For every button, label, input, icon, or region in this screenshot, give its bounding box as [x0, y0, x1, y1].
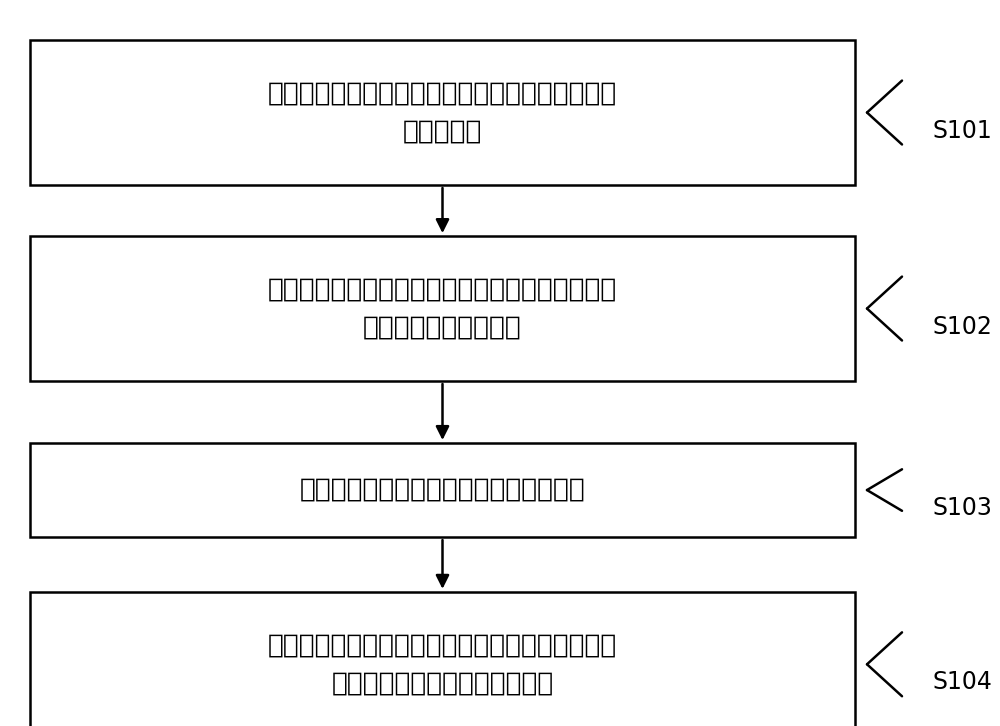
Text: 根据待同步的内容获取冲突文件状态集合: 根据待同步的内容获取冲突文件状态集合 — [300, 477, 585, 503]
Text: S104: S104 — [932, 670, 992, 695]
Text: 从获取的最新代码中确定需要同步的目标分支代码
的最新内容: 从获取的最新代码中确定需要同步的目标分支代码 的最新内容 — [268, 81, 617, 144]
Bar — [30, 40, 855, 185]
Text: 通过预先建立的解决方案模型解决冲突文件状态集
合中的冲突文件并进行自动同步: 通过预先建立的解决方案模型解决冲突文件状态集 合中的冲突文件并进行自动同步 — [268, 632, 617, 696]
FancyArrowPatch shape — [437, 540, 448, 586]
Text: S103: S103 — [932, 496, 992, 521]
Bar — [30, 236, 855, 381]
Text: S101: S101 — [932, 118, 992, 143]
FancyArrowPatch shape — [437, 384, 448, 437]
Bar — [30, 443, 855, 537]
Bar — [30, 592, 855, 726]
Text: 对比目标分支代码的最新内容与源代码的内容的差
异，确定待同步的内容: 对比目标分支代码的最新内容与源代码的内容的差 异，确定待同步的内容 — [268, 277, 617, 340]
FancyArrowPatch shape — [437, 188, 448, 230]
Text: S102: S102 — [932, 314, 992, 339]
